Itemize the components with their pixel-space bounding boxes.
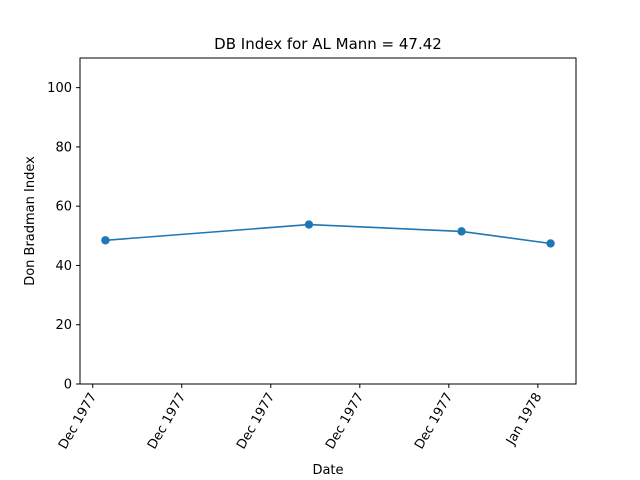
y-tick-label: 100 xyxy=(47,81,72,96)
y-tick-label: 0 xyxy=(64,378,72,393)
y-tick-label: 20 xyxy=(55,318,72,333)
y-tick-label: 60 xyxy=(55,200,72,215)
y-tick-label: 40 xyxy=(55,259,72,274)
y-tick-label: 80 xyxy=(55,140,72,155)
data-point xyxy=(457,227,466,236)
series-line xyxy=(105,223,551,245)
chart-title: DB Index for AL Mann = 47.42 xyxy=(214,35,442,53)
x-axis-label: Date xyxy=(312,463,343,478)
data-point xyxy=(304,220,314,229)
plot-frame xyxy=(79,57,577,385)
data-point xyxy=(546,239,555,248)
y-axis-label: Don Bradman Index xyxy=(23,156,38,286)
data-point xyxy=(101,236,110,245)
